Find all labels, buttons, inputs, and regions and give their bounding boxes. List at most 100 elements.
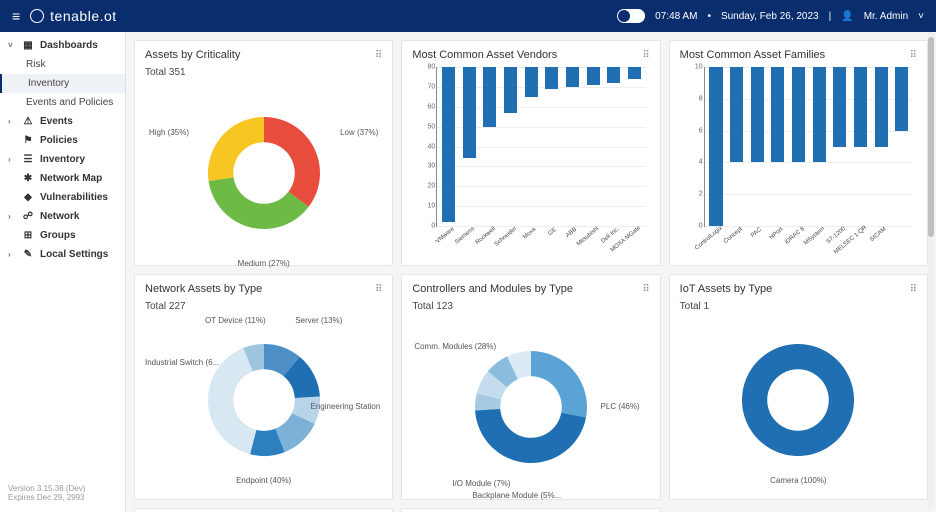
donut-segment[interactable]: [264, 117, 320, 207]
sidebar-item-network-map[interactable]: ✱Network Map: [0, 169, 125, 188]
donut-segment[interactable]: [208, 117, 264, 181]
bar-col[interactable]: Mitsubishi: [584, 67, 603, 226]
donut-segment[interactable]: [531, 351, 587, 417]
bar-col[interactable]: [892, 67, 911, 226]
bar[interactable]: [628, 67, 641, 79]
bar-col[interactable]: Rockwell: [481, 67, 500, 226]
card-menu-icon[interactable]: ⠿: [910, 284, 917, 295]
sidebar-item-events[interactable]: ›⚠Events: [0, 112, 125, 131]
x-tick-label: ABB: [565, 227, 578, 239]
bar[interactable]: [525, 67, 538, 97]
bar-col[interactable]: Schneider: [501, 67, 520, 226]
chevron-icon: ›: [8, 155, 16, 164]
bar[interactable]: [813, 67, 826, 162]
network-total: Total 227: [145, 301, 382, 312]
card-title: Most Common Asset Families: [680, 49, 825, 61]
chevron-icon: ›: [8, 250, 16, 259]
bar[interactable]: [504, 67, 517, 113]
bar[interactable]: [545, 67, 558, 89]
sidebar-item-inventory[interactable]: Inventory: [0, 74, 125, 93]
bar[interactable]: [730, 67, 743, 162]
x-tick-label: VMware: [435, 226, 456, 245]
card-title: IoT Assets by Type: [680, 283, 773, 295]
bar[interactable]: [709, 67, 722, 226]
menu-icon[interactable]: ≡: [12, 8, 20, 24]
sidebar-item-risk[interactable]: Risk: [0, 55, 125, 74]
bar-col[interactable]: MOXA MGate: [625, 67, 644, 226]
header-user[interactable]: Mr. Admin: [864, 11, 908, 22]
bar-col[interactable]: Dell Inc.: [604, 67, 623, 226]
x-tick-label: Mitsubishi: [576, 226, 600, 248]
sidebar-item-policies[interactable]: ⚑Policies: [0, 131, 125, 150]
donut-chart[interactable]: [194, 330, 334, 470]
card-purdue: Assets by Purdue Level⠿: [401, 508, 660, 512]
donut-segment[interactable]: [742, 344, 854, 456]
theme-toggle[interactable]: [617, 9, 645, 23]
scrollbar-thumb[interactable]: [928, 37, 934, 237]
chevron-down-icon[interactable]: ˅: [918, 11, 924, 22]
card-menu-icon[interactable]: ⠿: [375, 284, 382, 295]
bar-col[interactable]: Concept: [727, 67, 746, 226]
donut-segment[interactable]: [475, 409, 586, 463]
sidebar-item-inventory[interactable]: ›☰Inventory: [0, 150, 125, 169]
card-menu-icon[interactable]: ⠿: [642, 284, 649, 295]
scrollbar[interactable]: [928, 32, 934, 508]
card-network-assets: Network Assets by Type⠿ Total 227 OT Dev…: [134, 274, 393, 500]
bar-col[interactable]: PAC: [748, 67, 767, 226]
bar-col[interactable]: Siemens: [460, 67, 479, 226]
bar-col[interactable]: NPort: [769, 67, 788, 226]
bar[interactable]: [607, 67, 620, 83]
x-tick-label: Siemens: [454, 226, 476, 246]
bar[interactable]: [751, 67, 764, 162]
sidebar-item-local-settings[interactable]: ›✎Local Settings: [0, 245, 125, 264]
sidebar-item-label: Events: [40, 116, 73, 127]
donut-chart[interactable]: [461, 337, 601, 477]
logo: tenable.ot: [30, 8, 117, 24]
nav-icon: ✎: [22, 249, 34, 260]
donut-label: High (35%): [149, 128, 189, 137]
donut-chart[interactable]: [194, 103, 334, 243]
sidebar-item-dashboards[interactable]: ˅▦Dashboards: [0, 36, 125, 55]
y-tick-label: 30: [415, 163, 435, 170]
bar[interactable]: [483, 67, 496, 127]
y-tick-label: 60: [415, 103, 435, 110]
bar[interactable]: [771, 67, 784, 162]
sidebar-item-vulnerabilities[interactable]: ◆Vulnerabilities: [0, 188, 125, 207]
sidebar-item-label: Inventory: [28, 78, 69, 89]
bar-col[interactable]: SICAM: [872, 67, 891, 226]
card-menu-icon[interactable]: ⠿: [642, 50, 649, 61]
bar[interactable]: [587, 67, 600, 85]
bar-col[interactable]: S7-1200: [831, 67, 850, 226]
bar[interactable]: [566, 67, 579, 87]
bar-col[interactable]: ABB: [563, 67, 582, 226]
bar-col[interactable]: VMware: [439, 67, 458, 226]
card-title: Most Common Asset Vendors: [412, 49, 557, 61]
bar-col[interactable]: MSystem: [810, 67, 829, 226]
bar-col[interactable]: iDRAC 8: [789, 67, 808, 226]
bar-col[interactable]: MELSEC 1-QR: [851, 67, 870, 226]
donut-chart[interactable]: [728, 330, 868, 470]
sidebar-item-groups[interactable]: ⊞Groups: [0, 226, 125, 245]
card-menu-icon[interactable]: ⠿: [375, 50, 382, 61]
sidebar-item-events-and-policies[interactable]: Events and Policies: [0, 93, 125, 112]
card-vendors: Most Common Asset Vendors⠿ 0102030405060…: [401, 40, 660, 266]
card-iot: IoT Assets by Type⠿ Total 1 Camera (100%…: [669, 274, 928, 500]
sidebar-item-network[interactable]: ›☍Network: [0, 207, 125, 226]
bar[interactable]: [792, 67, 805, 162]
donut-label: I/O Module (7%): [452, 479, 510, 488]
bar[interactable]: [895, 67, 908, 131]
bar[interactable]: [463, 67, 476, 158]
bar[interactable]: [442, 67, 455, 222]
bar-col[interactable]: GE: [543, 67, 562, 226]
bar[interactable]: [875, 67, 888, 147]
sidebar-item-label: Events and Policies: [26, 97, 113, 108]
bar-col[interactable]: ControlLogix: [707, 67, 726, 226]
bar-col[interactable]: Moxa: [522, 67, 541, 226]
bar[interactable]: [833, 67, 846, 147]
bar[interactable]: [854, 67, 867, 147]
chevron-icon: ›: [8, 117, 16, 126]
card-title: Controllers and Modules by Type: [412, 283, 573, 295]
card-menu-icon[interactable]: ⠿: [910, 50, 917, 61]
y-tick-label: 8: [683, 95, 703, 102]
x-tick-label: GE: [547, 227, 557, 237]
